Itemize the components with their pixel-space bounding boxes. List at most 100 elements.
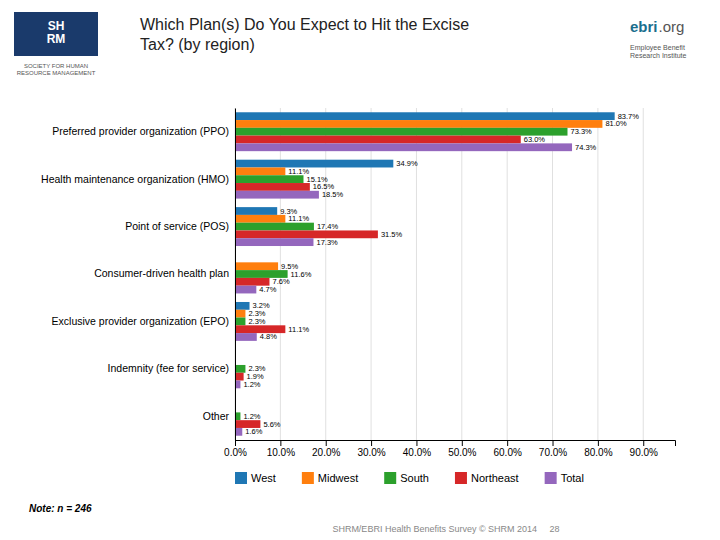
data-labels: 83.7%34.9%9.3%3.2%81.0%11.1%11.1%9.5%2.3… [243, 112, 639, 437]
bars [235, 112, 615, 435]
chart-container: SHRMSOCIETY FOR HUMANRESOURCE MANAGEMENT… [0, 0, 720, 540]
bar [235, 365, 245, 373]
text-line: RESOURCE MANAGEMENT [17, 70, 96, 76]
text-line: Employee Benefit [630, 44, 685, 52]
x-tick-label: 30.0% [357, 447, 385, 458]
note: Note: n = 246 [29, 503, 92, 514]
legend-item: West [235, 472, 276, 484]
x-tick: 30.0% [357, 440, 385, 458]
x-tick-label: 0.0% [224, 447, 247, 458]
bar [235, 428, 242, 436]
x-tick-mark [280, 440, 281, 446]
y-tick: Preferred provider organization (PPO) [52, 125, 235, 137]
x-tick: 60.0% [493, 440, 521, 458]
data-label: 4.7% [259, 285, 276, 294]
grid-line [461, 108, 462, 440]
grid-line [235, 108, 236, 440]
x-tick-mark [235, 440, 236, 446]
y-tick-label: Other [203, 410, 230, 422]
bar [235, 310, 245, 318]
text-line: SOCIETY FOR HUMAN [24, 63, 88, 69]
data-label: 63.0% [524, 135, 546, 144]
logo-text: .org [659, 18, 685, 35]
y-tick-label: Health maintenance organization (HMO) [41, 173, 229, 185]
grid-line [552, 108, 553, 440]
data-label: 1.6% [245, 427, 262, 436]
y-tick-label: Preferred provider organization (PPO) [52, 125, 229, 137]
data-label: 1.2% [243, 380, 260, 389]
x-tick-mark [416, 440, 417, 446]
bar [235, 333, 257, 341]
bar [235, 175, 303, 183]
legend-swatch [545, 472, 557, 484]
legend-item: Midwest [302, 472, 358, 484]
bar [235, 120, 602, 128]
grid-line [643, 108, 644, 440]
x-tick-label: 60.0% [493, 447, 521, 458]
x-axis-line [236, 441, 676, 447]
y-tick-label: Consumer-driven health plan [94, 267, 229, 279]
bar-series [235, 112, 615, 309]
y-tick-label: Indemnity (fee for service) [108, 362, 229, 374]
legend-swatch [384, 472, 396, 484]
y-axis-line [235, 109, 236, 441]
data-label: 18.5% [322, 190, 344, 199]
x-tick: 40.0% [403, 440, 431, 458]
logo-caption: Employee BenefitResearch Institute [630, 44, 687, 59]
logo-box [14, 12, 98, 56]
grid-line [597, 108, 598, 440]
bar-series [235, 128, 567, 420]
data-label: 11.1% [288, 325, 309, 334]
x-tick-mark [598, 440, 599, 446]
y-tick: Consumer-driven health plan [94, 267, 235, 279]
grid-line [371, 108, 372, 440]
legend-label: Midwest [318, 472, 358, 484]
y-tick-label: Exclusive provider organization (EPO) [52, 315, 229, 327]
text-line: Which Plan(s) Do You Expect to Hit the E… [140, 16, 469, 33]
x-tick-label: 50.0% [448, 447, 476, 458]
bar [235, 160, 393, 168]
y-tick: Other [203, 410, 235, 422]
y-tick: Point of service (POS) [125, 220, 235, 232]
y-tick-label: Point of service (POS) [125, 220, 229, 232]
data-label: 1.2% [243, 412, 260, 421]
data-label: 2.3% [248, 317, 265, 326]
grid-line [325, 108, 326, 440]
legend-label: Northeast [471, 472, 519, 484]
bar [235, 373, 244, 381]
text-line: SH [48, 19, 65, 33]
x-tick-label: 20.0% [312, 447, 340, 458]
x-tick: 90.0% [630, 440, 658, 458]
bar [235, 136, 521, 144]
data-label: 34.9% [396, 159, 418, 168]
data-label: 17.4% [317, 222, 339, 231]
bar [235, 215, 285, 223]
x-tick-label: 70.0% [539, 447, 567, 458]
logo-text: ebri [630, 18, 658, 35]
header: SHRMSOCIETY FOR HUMANRESOURCE MANAGEMENT… [14, 12, 687, 76]
data-label: 81.0% [605, 119, 627, 128]
chart-title: Which Plan(s) Do You Expect to Hit the E… [140, 16, 469, 53]
chart-svg: SHRMSOCIETY FOR HUMANRESOURCE MANAGEMENT… [0, 0, 720, 540]
bar [235, 262, 278, 270]
bar [235, 207, 277, 215]
x-tick-label: 10.0% [267, 447, 295, 458]
x-tick-label: 90.0% [630, 447, 658, 458]
x-tick-mark [507, 440, 508, 446]
x-tick-label: 40.0% [403, 447, 431, 458]
legend-item: Total [545, 472, 584, 484]
x-axis: 0.0%10.0%20.0%30.0%40.0%50.0%60.0%70.0%8… [224, 440, 675, 458]
bar [235, 230, 378, 238]
legend-label: Total [561, 472, 584, 484]
x-tick: 20.0% [312, 440, 340, 458]
x-tick-mark [643, 440, 644, 446]
legend-swatch [455, 472, 467, 484]
bar [235, 183, 310, 191]
footer: SHRM/EBRI Health Benefits Survey © SHRM … [332, 524, 559, 534]
bar [235, 318, 245, 326]
bar-series [235, 120, 602, 317]
y-tick: Indemnity (fee for service) [108, 362, 235, 374]
data-label: 11.1% [288, 214, 309, 223]
text-line: Research Institute [630, 52, 687, 59]
bar [235, 112, 615, 120]
